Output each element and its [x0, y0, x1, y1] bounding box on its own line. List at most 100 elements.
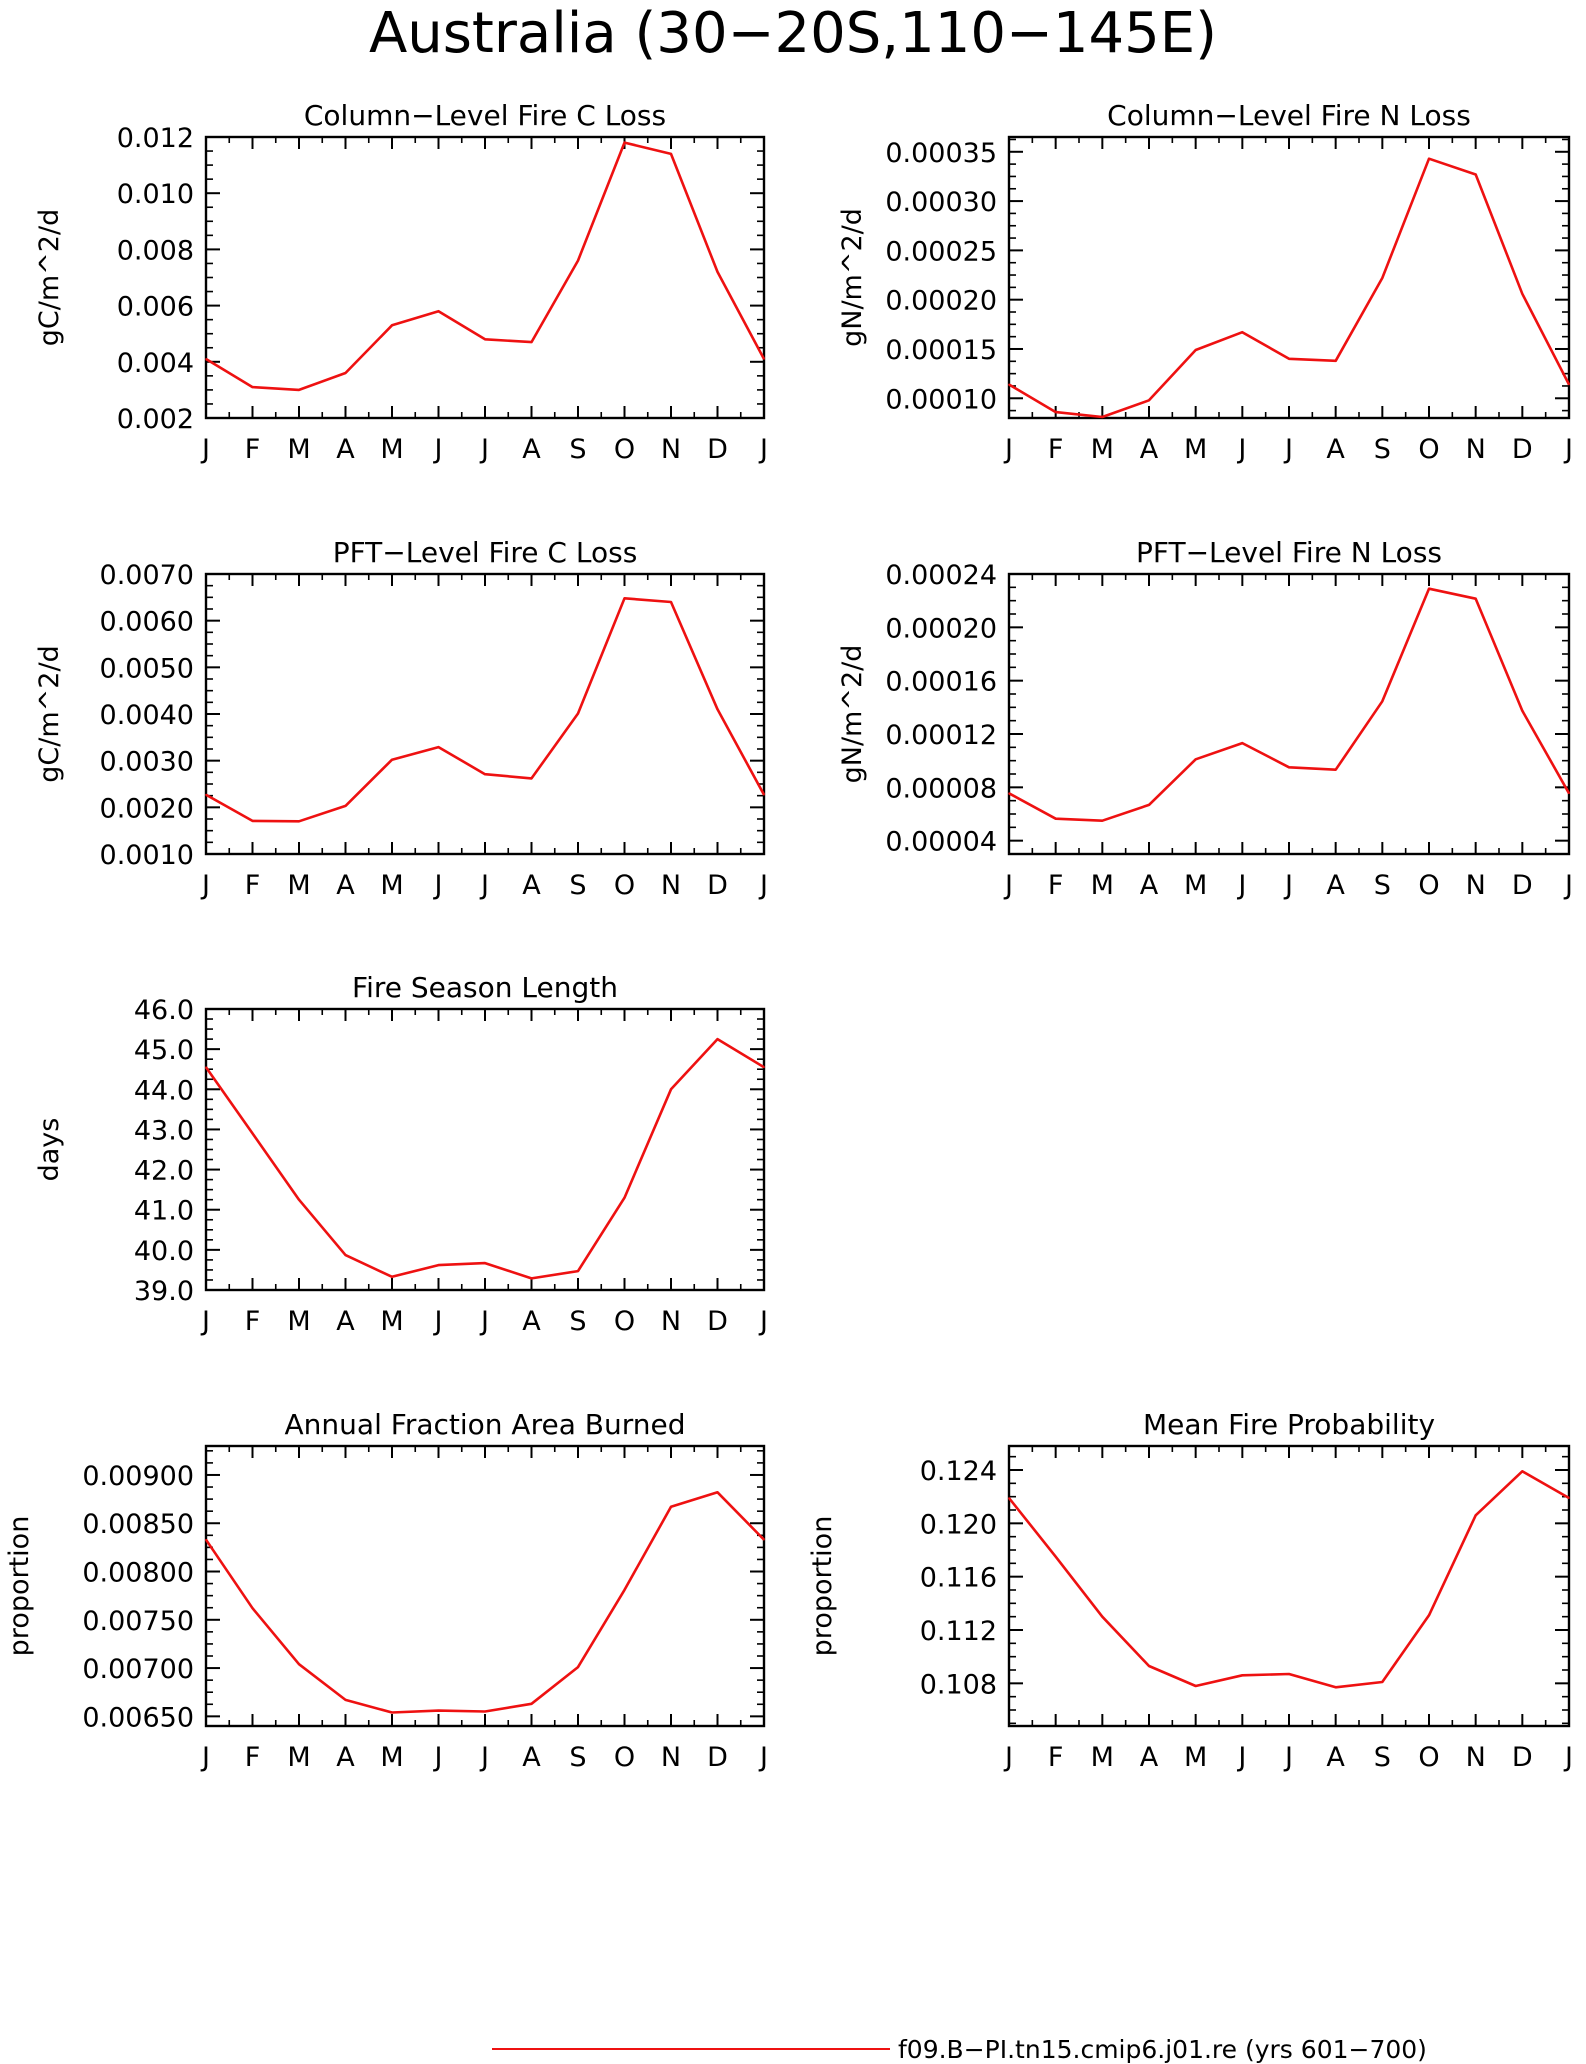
y-tick-label: 0.0060	[100, 607, 194, 638]
x-tick-label: O	[614, 870, 635, 901]
y-tick-label: 0.008	[117, 235, 194, 266]
x-tick-label: M	[1184, 870, 1207, 901]
data-point	[1194, 758, 1197, 761]
data-point	[1288, 766, 1290, 769]
panel-title: PFT−Level Fire N Loss	[1136, 536, 1442, 569]
data-point	[1381, 700, 1384, 703]
x-tick-label: M	[1091, 434, 1114, 465]
data-point	[577, 1270, 579, 1272]
x-tick-label: O	[614, 1742, 635, 1773]
x-tick-label: S	[569, 1306, 586, 1337]
x-tick-label: A	[336, 1306, 355, 1337]
y-tick-label: 0.0010	[100, 840, 194, 871]
data-point	[437, 310, 440, 313]
x-tick-label: M	[287, 1306, 310, 1337]
x-tick-label: S	[569, 1742, 586, 1773]
data-point	[484, 773, 486, 775]
data-point	[530, 777, 533, 780]
x-tick-label: A	[1140, 1742, 1159, 1773]
figure-title: Australia (30−20S,110−145E)	[369, 1, 1217, 66]
data-point	[763, 358, 765, 360]
x-tick-label: N	[1466, 1742, 1486, 1773]
data-point	[484, 338, 486, 341]
series-line	[1007, 1470, 1570, 1689]
y-axis-label: days	[34, 1118, 65, 1182]
data-point	[1474, 597, 1477, 600]
x-tick-label: M	[1091, 1742, 1114, 1773]
data-point	[1288, 1673, 1290, 1675]
x-tick-label: J	[479, 1742, 489, 1773]
y-tick-label: 0.002	[117, 404, 194, 435]
y-tick-label: 0.00850	[82, 1509, 194, 1540]
data-point	[1054, 411, 1057, 413]
x-tick-label: M	[380, 1306, 403, 1337]
data-point	[1428, 1614, 1430, 1617]
x-tick-label: A	[1140, 870, 1159, 901]
data-point	[670, 601, 672, 603]
chart-panel: J F M A M J J A S O N D J0.006500.007000.007500.0080…	[4, 1408, 768, 1773]
data-point	[1381, 277, 1384, 279]
y-axis-label: gC/m^2/d	[34, 209, 65, 346]
data-point	[205, 1538, 207, 1541]
data-point	[437, 1264, 440, 1266]
data-point	[1054, 817, 1057, 820]
data-point	[484, 1710, 486, 1713]
y-tick-label: 0.00020	[885, 286, 997, 317]
data-point	[763, 793, 765, 796]
data-point	[1148, 804, 1150, 806]
y-tick-label: 0.0020	[100, 793, 194, 824]
data-point	[670, 1088, 672, 1091]
legend-label: f09.B−PI.tn15.cmip6.j01.re (yrs 601−700)	[898, 2035, 1427, 2064]
x-tick-label: A	[1326, 434, 1345, 465]
x-tick-label: A	[522, 1742, 541, 1773]
data-point	[763, 1066, 765, 1069]
x-tick-label: J	[1003, 434, 1013, 465]
x-tick-label: M	[287, 870, 310, 901]
panel-title: Annual Fraction Area Burned	[285, 1408, 686, 1441]
x-tick-label: N	[661, 870, 681, 901]
x-tick-label: J	[1236, 870, 1246, 901]
panel-title: Column−Level Fire C Loss	[304, 99, 666, 132]
x-tick-label: N	[1466, 870, 1486, 901]
data-point	[1521, 709, 1524, 712]
x-tick-label: J	[758, 1306, 768, 1337]
data-point	[1428, 157, 1430, 160]
data-point	[1008, 383, 1010, 386]
data-point	[670, 153, 672, 155]
y-tick-label: 45.0	[134, 1035, 194, 1066]
y-tick-label: 0.010	[117, 179, 194, 210]
y-tick-label: 0.00025	[885, 236, 997, 267]
data-point	[577, 1666, 579, 1668]
data-point	[1474, 1514, 1477, 1517]
data-point	[1428, 587, 1430, 590]
data-point	[484, 1262, 486, 1264]
y-tick-label: 0.112	[920, 1616, 997, 1647]
x-tick-label: J	[433, 870, 443, 901]
x-tick-label: A	[336, 1742, 355, 1773]
chart-panel: J F M A M J J A S O N D J39.040.041.042.043.044.045.…	[34, 971, 768, 1337]
data-point	[1334, 360, 1337, 362]
x-tick-label: M	[380, 1742, 403, 1773]
x-tick-label: J	[200, 1306, 210, 1337]
y-tick-label: 41.0	[134, 1196, 194, 1227]
y-tick-label: 0.0040	[100, 700, 194, 731]
plot-frame	[1007, 1444, 1571, 1728]
y-tick-label: 0.00030	[885, 187, 997, 218]
y-tick-label: 0.00700	[82, 1654, 194, 1685]
plot-frame	[1007, 135, 1571, 420]
data-point	[1148, 399, 1150, 402]
y-tick-label: 40.0	[134, 1236, 194, 1267]
data-point	[344, 1699, 347, 1701]
data-point	[205, 793, 207, 796]
y-tick-label: 0.0030	[100, 747, 194, 778]
chart-panel: J F M A M J J A S O N D J0.00100.00200.00300.00400.0…	[34, 536, 768, 901]
panel-title: Column−Level Fire N Loss	[1107, 99, 1471, 132]
y-axis-label: proportion	[807, 1516, 838, 1657]
x-tick-label: A	[522, 434, 541, 465]
y-tick-label: 0.108	[920, 1669, 997, 1700]
data-point	[205, 358, 207, 360]
data-point	[1008, 1497, 1010, 1499]
y-tick-label: 0.0070	[100, 560, 194, 591]
y-tick-label: 0.00750	[82, 1606, 194, 1637]
data-point	[1568, 792, 1570, 795]
